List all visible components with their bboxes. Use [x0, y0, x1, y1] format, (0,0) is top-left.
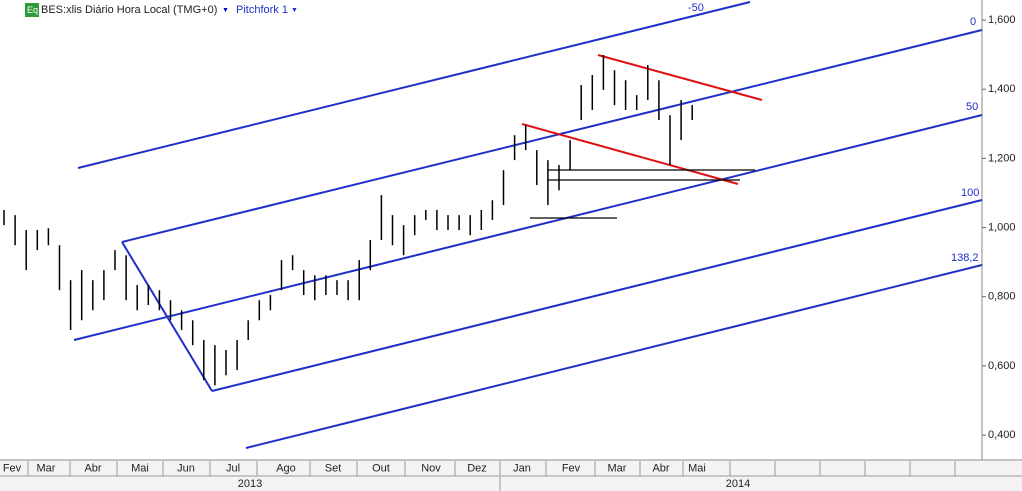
pitchfork-labels: -50 0 50 100 138,2	[688, 2, 979, 264]
y-tick-label: 0,800	[988, 291, 1016, 303]
month-label: Ago	[276, 462, 296, 474]
y-tick-label: 1,200	[988, 152, 1016, 164]
study-dropdown[interactable]: ▼	[291, 7, 298, 14]
year-label: 2013	[238, 478, 262, 490]
badge[interactable]	[25, 3, 39, 17]
month-label: Mai	[131, 462, 149, 474]
month-label: Nov	[421, 462, 441, 474]
study-marker: ▼	[222, 7, 229, 14]
pitchfork-line	[77, 1, 751, 169]
study-name[interactable]: Pitchfork 1	[236, 4, 288, 16]
y-tick-label: 0,400	[988, 429, 1016, 441]
trend-lines	[521, 54, 763, 185]
y-tick-label: 1,000	[988, 221, 1016, 233]
y-tick-label: 1,400	[988, 83, 1016, 95]
month-label: Dez	[467, 462, 487, 474]
pitchfork-label: 138,2	[951, 252, 979, 264]
pitchfork-label: 100	[961, 187, 979, 199]
pitchfork	[73, 1, 983, 449]
month-label: Out	[372, 462, 390, 474]
pitchfork-line	[211, 199, 983, 392]
month-label: Jul	[226, 462, 240, 474]
month-label: Set	[325, 462, 342, 474]
pitchfork-line	[121, 29, 983, 243]
pitchfork-label: 50	[966, 101, 978, 113]
y-tick-label: 1,600	[988, 14, 1016, 26]
year-label: 2014	[726, 478, 750, 490]
horizontal-lines	[530, 169, 755, 219]
month-label: Mar	[608, 462, 627, 474]
symbol-title[interactable]: BES:xlis Diário Hora Local (TMG+0)	[41, 4, 217, 16]
month-label: Jan	[513, 462, 531, 474]
pitchfork-label: -50	[688, 2, 704, 14]
pitchfork-line	[73, 114, 983, 341]
month-label: Mai	[688, 462, 706, 474]
month-label: Abr	[652, 462, 669, 474]
trend-line	[597, 54, 763, 101]
badge-text[interactable]: Eq	[27, 5, 38, 15]
pitchfork-handle	[121, 241, 213, 392]
pitchfork-line	[245, 264, 983, 449]
month-label: Abr	[84, 462, 101, 474]
month-label: Fev	[3, 462, 22, 474]
month-label: Fev	[562, 462, 581, 474]
month-label: Jun	[177, 462, 195, 474]
y-tick-label: 0,600	[988, 360, 1016, 372]
trend-line	[521, 123, 739, 185]
pitchfork-label: 0	[970, 16, 976, 28]
month-label: Mar	[37, 462, 56, 474]
